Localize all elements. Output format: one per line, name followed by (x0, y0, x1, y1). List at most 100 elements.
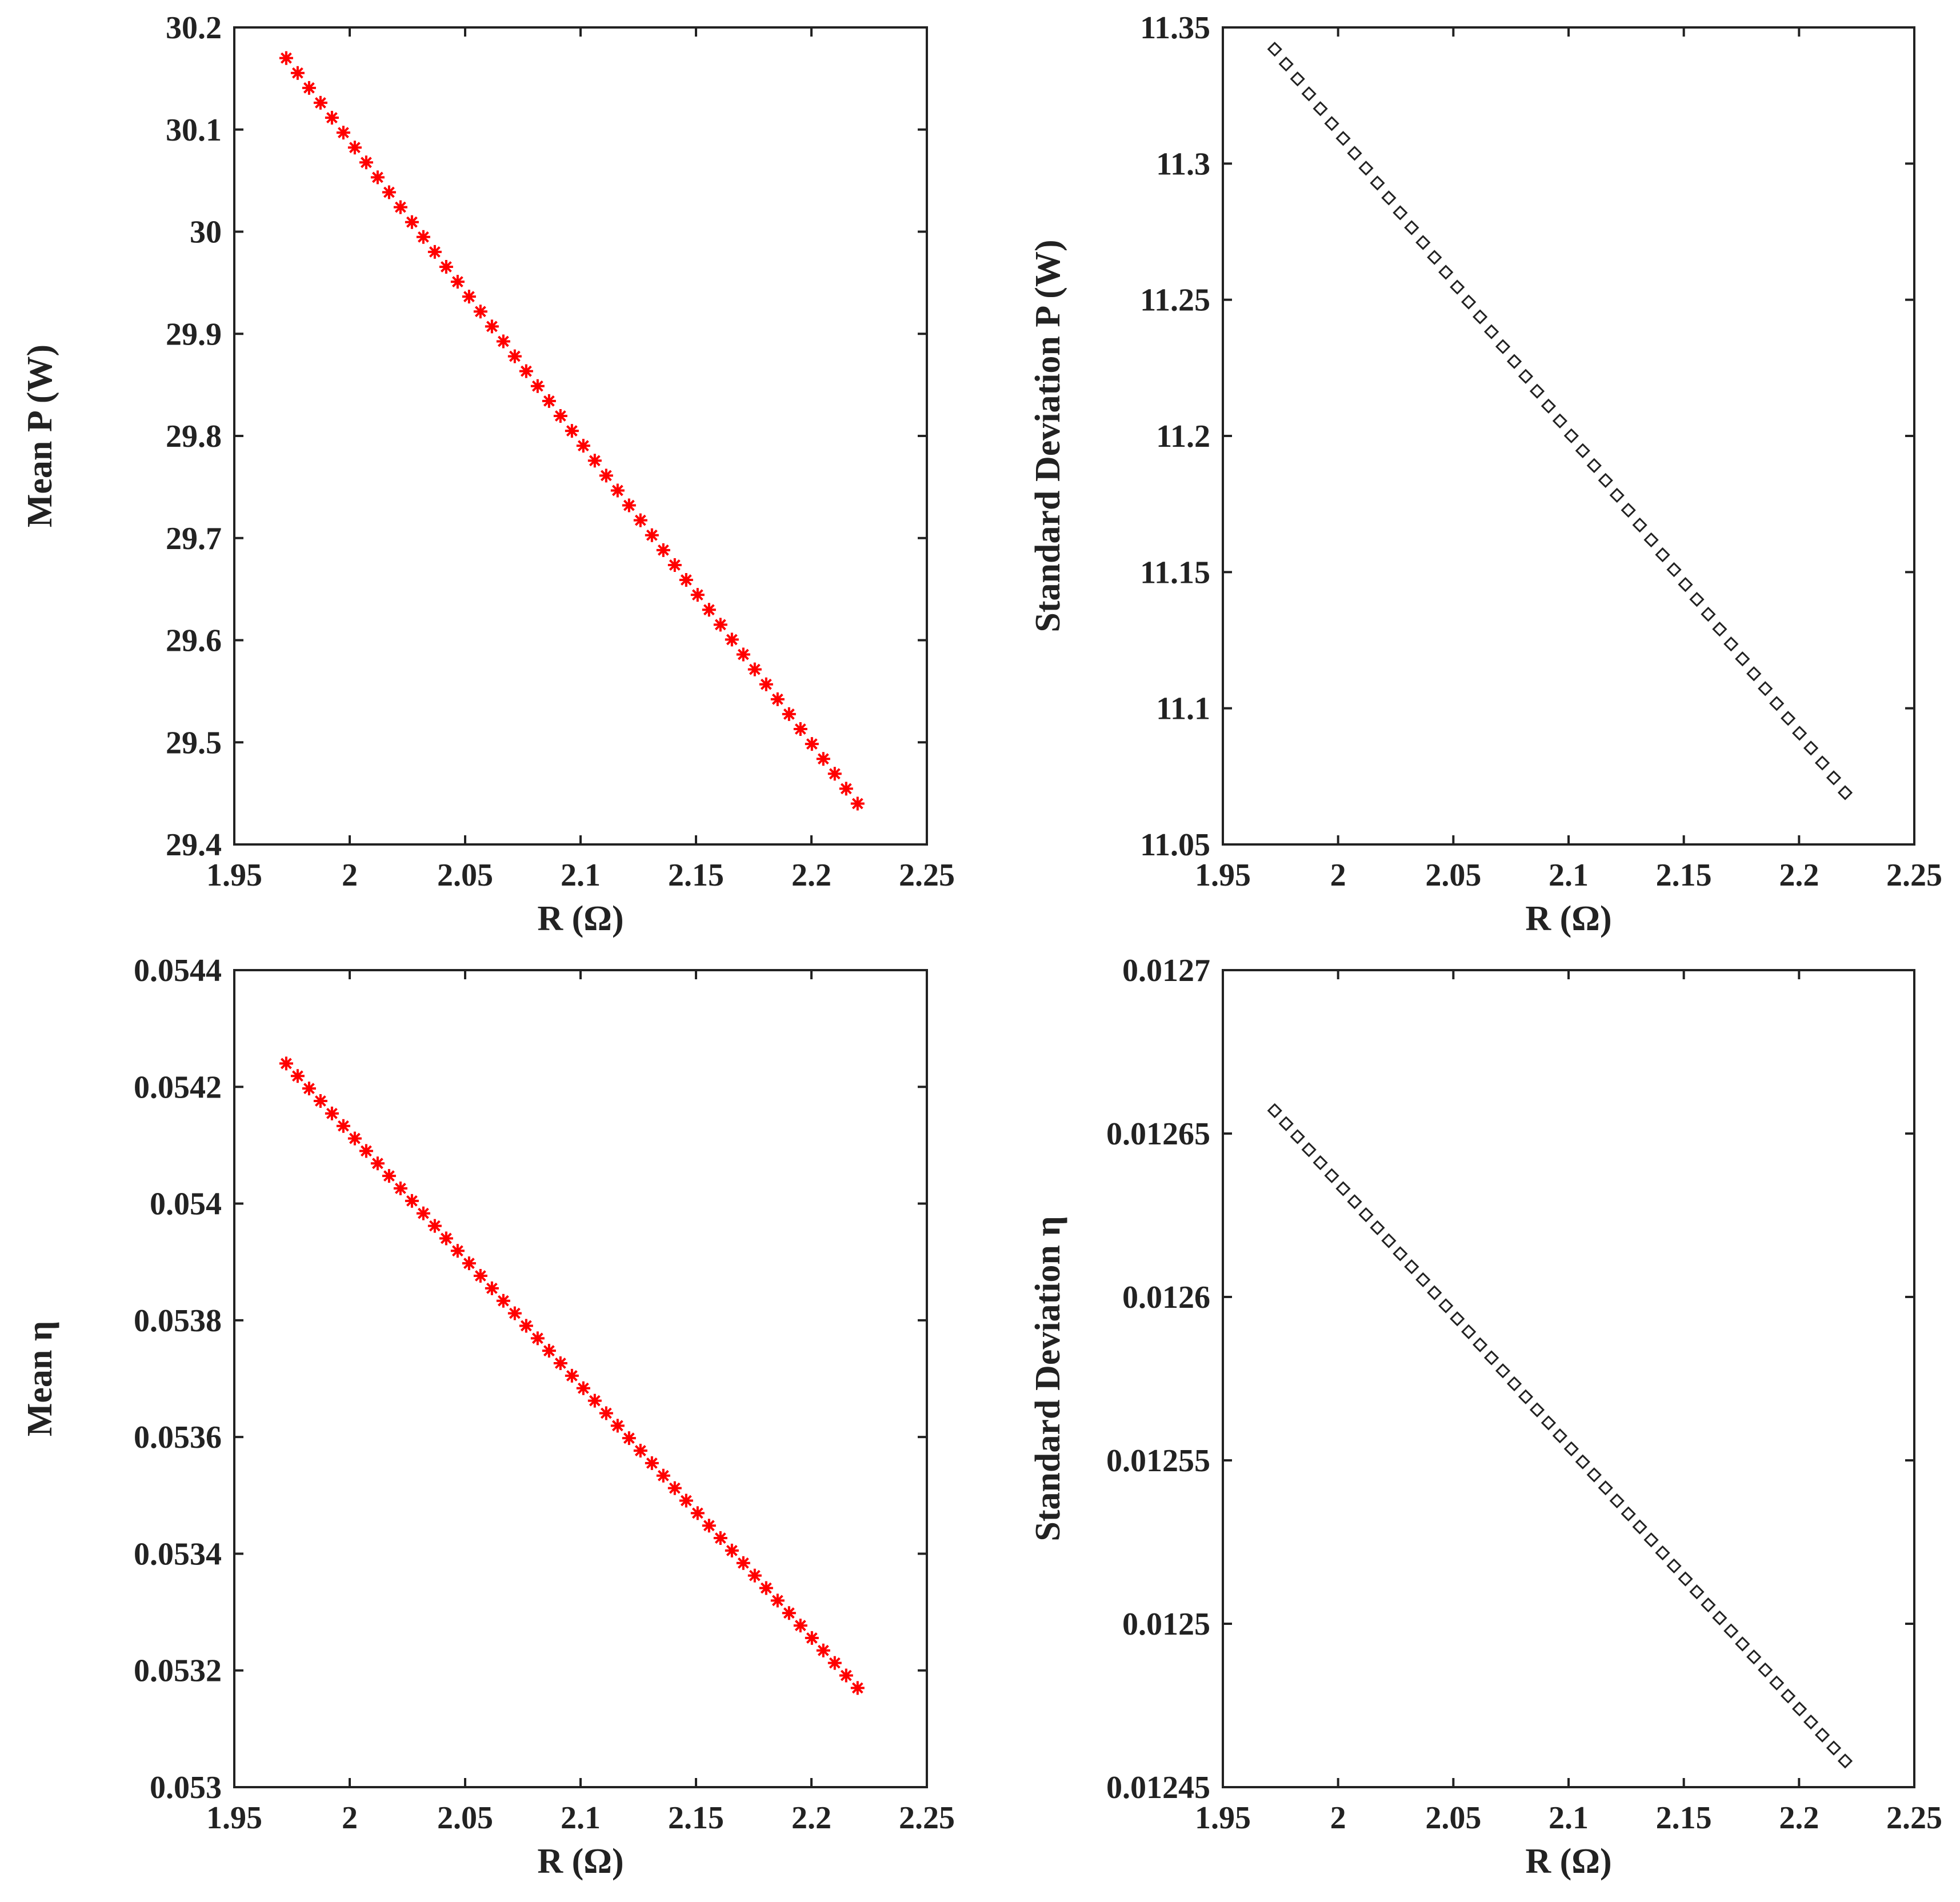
y-tick-label: 11.15 (1140, 555, 1210, 590)
data-point (725, 632, 739, 647)
x-tick-label: 2.15 (668, 1800, 724, 1836)
data-point (1370, 175, 1385, 191)
y-axis-label: Standard Deviation P (W) (1029, 239, 1067, 632)
data-point (1758, 1662, 1773, 1678)
x-tick-label: 2.25 (1886, 858, 1942, 893)
y-tick-label: 29.6 (166, 623, 222, 659)
axes-box (233, 969, 928, 1788)
data-point (1666, 1558, 1682, 1573)
x-tick-label: 2 (342, 1800, 358, 1836)
data-point (1746, 1649, 1762, 1665)
data-point (1347, 1194, 1362, 1210)
data-point (325, 1106, 339, 1120)
data-point (805, 1631, 819, 1645)
data-point (679, 573, 693, 587)
data-point (1278, 57, 1294, 72)
x-tick-label: 2.05 (1425, 1800, 1481, 1836)
x-tick-label: 2.15 (668, 858, 724, 893)
data-point (290, 66, 305, 80)
x-axis-label: R (Ω) (537, 1842, 623, 1881)
data-point (1701, 607, 1716, 622)
data-point (1495, 1363, 1511, 1379)
data-point (1837, 785, 1853, 800)
y-tick-label: 0.0125 (1122, 1607, 1210, 1642)
data-point (1586, 1467, 1602, 1483)
data-point (645, 528, 659, 542)
data-point (1632, 517, 1647, 533)
data-point (382, 1169, 396, 1183)
data-point (1575, 1454, 1590, 1469)
data-point (1358, 161, 1374, 176)
data-point (1267, 42, 1282, 57)
data-point (1483, 324, 1499, 339)
y-tick-label: 11.3 (1156, 146, 1210, 182)
data-point (805, 737, 819, 751)
data-point (1643, 1532, 1659, 1548)
data-point (702, 1519, 716, 1533)
data-point (713, 618, 727, 632)
x-axis-label: R (Ω) (537, 899, 623, 938)
data-point (850, 796, 865, 811)
data-point (827, 1656, 842, 1670)
data-point (1758, 681, 1773, 696)
data-point (1735, 651, 1750, 667)
data-point (770, 1593, 785, 1608)
data-point (736, 1556, 750, 1570)
data-point (416, 230, 430, 244)
data-point (1814, 755, 1830, 771)
x-tick-label: 2.2 (791, 858, 831, 893)
series-mean-power (279, 51, 865, 811)
data-point (427, 245, 442, 259)
data-point (1586, 458, 1602, 473)
data-point (587, 454, 602, 468)
data-point (1837, 1753, 1853, 1769)
x-tick-label: 1.95 (206, 1800, 262, 1836)
data-point (1689, 1584, 1705, 1600)
data-point (576, 439, 590, 453)
data-point (370, 1156, 385, 1171)
data-point (530, 379, 545, 393)
y-tick-label: 30 (190, 215, 222, 250)
data-point (496, 1294, 510, 1308)
data-point (1621, 502, 1636, 518)
data-point (1313, 1155, 1328, 1171)
data-point (713, 1531, 727, 1545)
data-point (1267, 1103, 1282, 1119)
data-point (1735, 1636, 1750, 1652)
y-tick-label: 11.05 (1140, 827, 1210, 863)
data-point (530, 1331, 545, 1346)
data-point (1746, 666, 1762, 682)
data-point (325, 111, 339, 125)
data-point (1483, 1350, 1499, 1366)
data-point (1324, 1168, 1339, 1183)
data-point (1290, 1129, 1305, 1144)
data-point (1461, 294, 1477, 310)
data-point (1358, 1207, 1374, 1223)
data-point (519, 364, 533, 378)
y-tick-label: 0.0127 (1122, 953, 1210, 988)
data-point (1552, 1428, 1567, 1444)
data-point (839, 782, 853, 796)
data-point (347, 141, 362, 155)
data-point (496, 334, 510, 349)
x-tick-label: 2.05 (437, 858, 493, 893)
data-point (279, 51, 293, 65)
data-point (473, 305, 487, 319)
x-tick-label: 2.1 (1549, 858, 1589, 893)
data-point (1575, 443, 1590, 458)
y-tick-label: 11.35 (1140, 10, 1210, 46)
data-point (667, 558, 682, 572)
data-point (1438, 1298, 1454, 1314)
data-point (747, 662, 762, 676)
data-point (450, 1244, 465, 1258)
data-point (1678, 576, 1693, 592)
data-point (347, 1131, 362, 1146)
data-point (1335, 1181, 1351, 1196)
y-tick-label: 11.25 (1140, 283, 1210, 318)
data-point (816, 752, 830, 766)
data-point (1529, 383, 1545, 399)
data-point (279, 1056, 293, 1071)
data-point (565, 424, 579, 438)
data-point (473, 1269, 487, 1283)
x-tick-label: 2 (1330, 858, 1346, 893)
